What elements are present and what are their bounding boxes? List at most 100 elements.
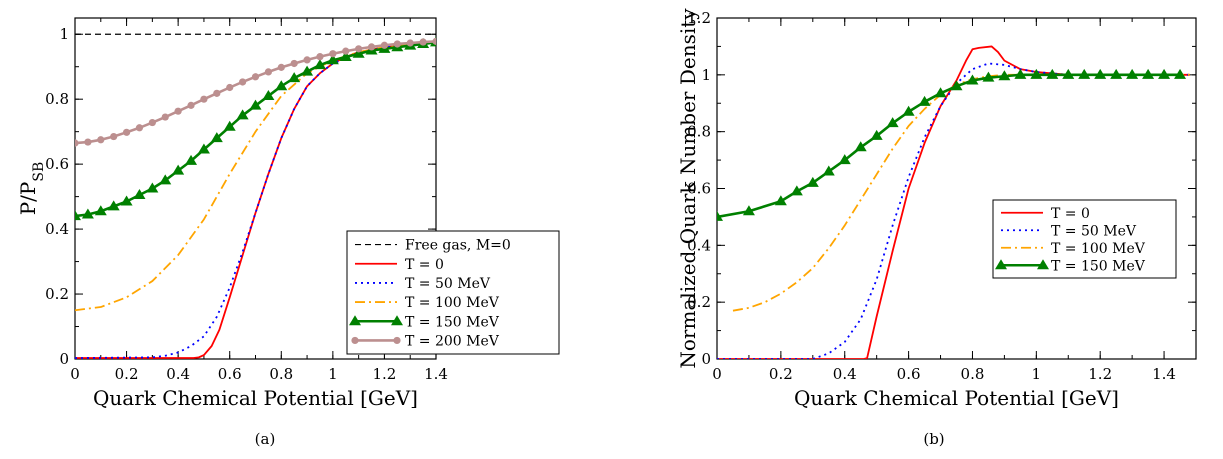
data-point-t-200-mev — [367, 43, 376, 51]
y-tick-label: 0.8 — [45, 90, 69, 108]
panel-caption: (a) — [255, 430, 276, 448]
y-tick-label: 0.4 — [687, 236, 711, 254]
chart-a: 0 0.2 0.4 0.6 0.8 1 1.2 1.4 0 0.2 0.4 0.6 0.8 1 Quark … — [16, 17, 560, 448]
data-point-t-150-mev — [886, 117, 899, 128]
data-point-t-150-mev — [1046, 68, 1059, 79]
series-line-t-200-mev — [75, 40, 436, 145]
x-tick-label: 1 — [1032, 365, 1042, 383]
data-point-t-200-mev — [226, 83, 234, 92]
legend-label-t-50-mev: T = 50 MeV — [405, 276, 491, 292]
data-point-t-150-mev — [822, 165, 835, 176]
x-tick-label: 1 — [328, 365, 338, 383]
data-point-t-150-mev — [262, 89, 275, 100]
data-point-t-150-mev — [966, 74, 979, 85]
data-point-t-200-mev — [329, 50, 337, 58]
data-point-t-150-mev — [352, 47, 365, 58]
data-point-t-200-mev — [264, 68, 272, 76]
data-point-t-150-mev — [172, 164, 185, 175]
data-point-t-150-mev — [1126, 68, 1139, 79]
data-point-t-200-mev — [277, 63, 285, 71]
data-point-t-200-mev — [110, 132, 118, 141]
legend-box — [346, 230, 560, 355]
y-tick-label: 0.6 — [687, 180, 711, 198]
data-point-t-150-mev — [120, 195, 133, 206]
x-tick-label: 0.4 — [833, 365, 857, 383]
data-point-t-150-mev — [902, 105, 915, 116]
legend-label-free-gas-m-0: Free gas, M=0 — [405, 238, 511, 254]
data-point-t-150-mev — [249, 99, 262, 110]
data-point-t-200-mev — [161, 113, 169, 121]
legend-label-t-100-mev: T = 100 MeV — [405, 295, 500, 311]
data-point-t-150-mev — [950, 80, 963, 91]
legend-label-t-100-mev: T = 100 MeV — [1051, 241, 1146, 257]
data-point-t-150-mev — [107, 200, 120, 211]
data-point-t-150-mev — [774, 195, 787, 206]
data-point-t-200-mev — [419, 38, 427, 46]
y-axis-title: Normalized Quark Number Density — [676, 8, 700, 369]
x-axis-title: Quark Chemical Potential [GeV] — [794, 386, 1119, 410]
data-point-t-150-mev — [998, 70, 1011, 81]
legend-label-t-150-mev: T = 150 MeV — [405, 314, 500, 330]
data-point-t-150-mev — [236, 109, 249, 120]
y-tick-label: 0.8 — [687, 123, 711, 141]
data-point-t-200-mev — [97, 136, 105, 144]
data-point-t-150-mev — [1110, 68, 1123, 79]
data-point-t-200-mev — [393, 40, 401, 48]
x-axis-title: Quark Chemical Potential [GeV] — [93, 386, 418, 410]
data-point-t-150-mev — [301, 65, 314, 76]
data-point-t-200-mev — [200, 95, 208, 103]
y-tick-label: 0 — [59, 350, 69, 368]
x-tick-label: 0.2 — [115, 365, 139, 383]
data-point-t-200-mev — [432, 37, 436, 45]
panel-caption: (b) — [923, 430, 944, 448]
data-point-t-150-mev — [918, 95, 931, 106]
series-line-t-150-mev — [75, 41, 436, 218]
legend-marker-t-150-mev — [349, 315, 361, 326]
data-point-t-150-mev — [790, 185, 803, 196]
x-tick-label: 1.2 — [372, 365, 396, 383]
data-point-t-150-mev — [275, 80, 288, 91]
y-axis-title-subscript: SB — [31, 162, 47, 182]
data-point-t-200-mev — [316, 53, 324, 61]
data-point-t-150-mev — [1158, 68, 1171, 79]
y-tick-label: 0.2 — [687, 293, 711, 311]
legend-label-t-200-mev: T = 200 MeV — [405, 333, 500, 349]
data-point-t-150-mev — [133, 188, 146, 199]
data-point-t-200-mev — [213, 89, 221, 97]
x-tick-label: 0.8 — [269, 365, 293, 383]
series-group — [717, 45, 1190, 359]
legend-label-t-0: T = 0 — [405, 257, 444, 273]
data-point-t-150-mev — [75, 210, 81, 221]
data-point-t-200-mev — [342, 47, 350, 55]
data-point-t-200-mev — [380, 41, 389, 49]
legend-marker-t-200-mev — [351, 336, 359, 345]
data-point-t-200-mev — [148, 118, 156, 127]
y-tick-label: 0.2 — [45, 285, 69, 303]
x-tick-label: 1.4 — [1152, 365, 1176, 383]
data-point-t-150-mev — [982, 71, 995, 82]
data-point-t-200-mev — [239, 78, 247, 86]
x-tick-label: 0.2 — [769, 365, 793, 383]
data-point-t-150-mev — [934, 87, 947, 98]
data-point-t-150-mev — [326, 54, 339, 65]
data-point-t-150-mev — [1030, 68, 1043, 79]
data-point-t-200-mev — [251, 73, 260, 81]
chart-b: 0 0.2 0.4 0.6 0.8 1 1.2 1.4 0 0.2 0.4 0.6 0.8 1 1.2 Qua… — [676, 8, 1197, 448]
data-point-t-150-mev — [288, 72, 301, 83]
data-point-t-150-mev — [838, 154, 851, 165]
data-point-t-150-mev — [1174, 68, 1187, 79]
series-line-t-100-mev — [75, 41, 436, 312]
legend-marker-t-200-mev — [393, 336, 401, 345]
data-point-t-200-mev — [290, 59, 298, 68]
data-point-t-150-mev — [223, 120, 236, 131]
data-point-t-150-mev — [1014, 68, 1027, 79]
x-tick-label: 0 — [712, 365, 722, 383]
legend-marker-t-150-mev — [995, 259, 1007, 270]
data-point-t-200-mev — [75, 139, 79, 147]
data-point-t-200-mev — [84, 138, 92, 146]
x-tick-label: 1.4 — [424, 365, 448, 383]
data-point-t-150-mev — [313, 59, 326, 70]
series-group — [75, 33, 436, 359]
x-tick-label: 0.6 — [218, 365, 242, 383]
